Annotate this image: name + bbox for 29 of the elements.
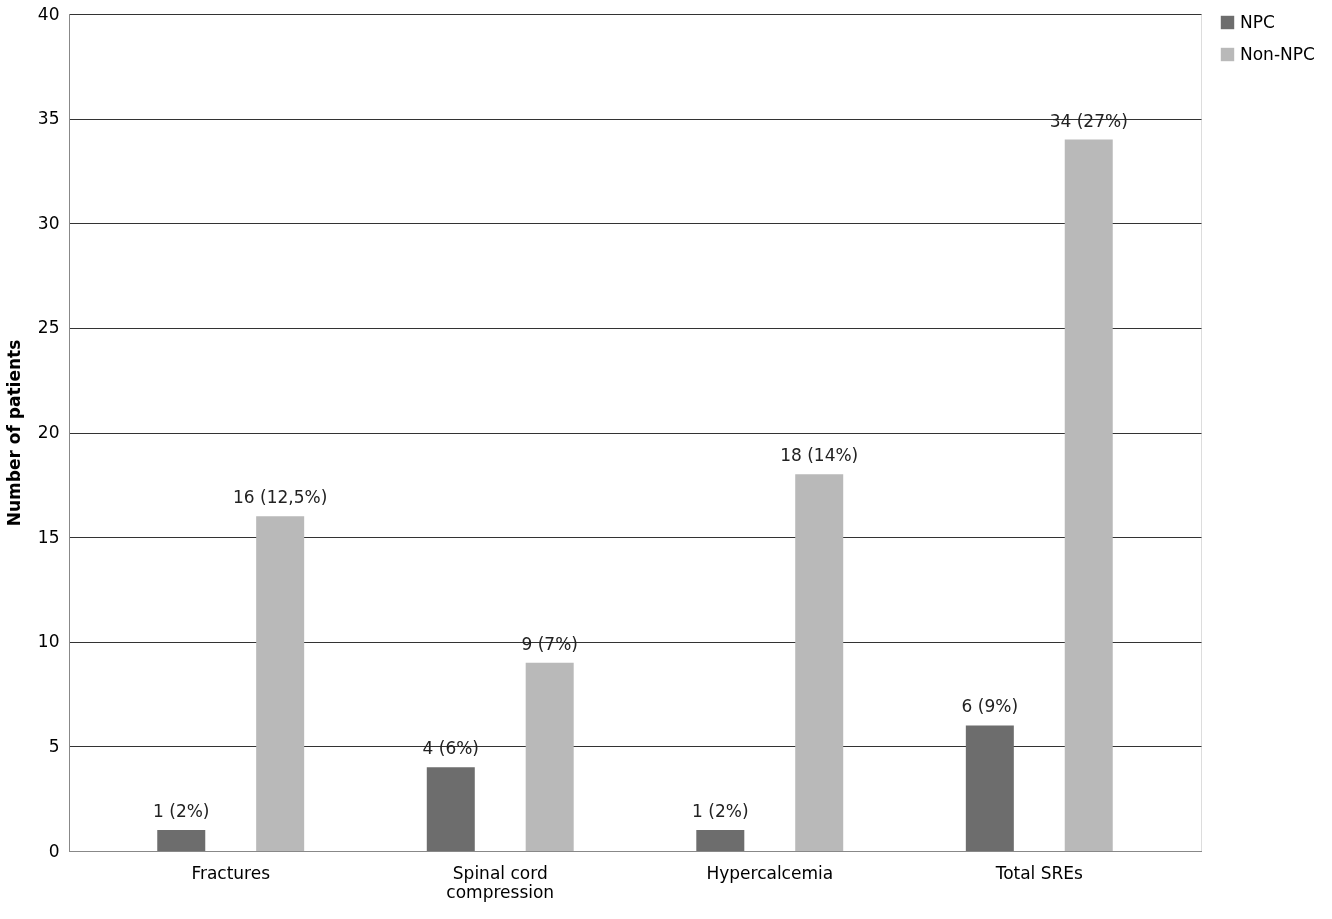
bar — [696, 830, 745, 851]
bar — [256, 516, 305, 851]
y-tick-label: 25 — [37, 317, 60, 338]
y-tick-label: 10 — [37, 631, 60, 652]
y-tick-label: 30 — [37, 212, 60, 233]
data-label: 1 (2%) — [692, 801, 749, 822]
y-tick-label: 40 — [37, 3, 60, 24]
x-tick-label: Total SREs — [994, 862, 1084, 883]
data-label: 18 (14%) — [780, 445, 859, 466]
legend-label: NPC — [1240, 11, 1275, 32]
x-tick-label: Spinal cord compression — [446, 862, 555, 902]
bar — [965, 725, 1014, 851]
bar — [157, 830, 206, 851]
x-tick-label: Hypercalcemia — [706, 862, 834, 883]
bar — [426, 767, 475, 851]
bar — [795, 474, 844, 851]
x-tick-label: Fractures — [191, 862, 271, 883]
data-label: 6 (9%) — [961, 696, 1019, 717]
y-tick-label: 20 — [37, 422, 60, 442]
y-tick-label: 0 — [48, 840, 60, 861]
data-label: 16 (12,5%) — [233, 487, 328, 508]
legend-label: Non-NPC — [1240, 43, 1315, 64]
bar — [525, 662, 574, 851]
y-tick-label: 5 — [48, 735, 60, 756]
y-tick-label: 15 — [37, 526, 60, 547]
data-label: 1 (2%) — [153, 801, 210, 822]
bar — [1064, 139, 1113, 851]
y-axis-title: Number of patients — [3, 339, 24, 527]
y-tick-label: 35 — [37, 108, 60, 129]
